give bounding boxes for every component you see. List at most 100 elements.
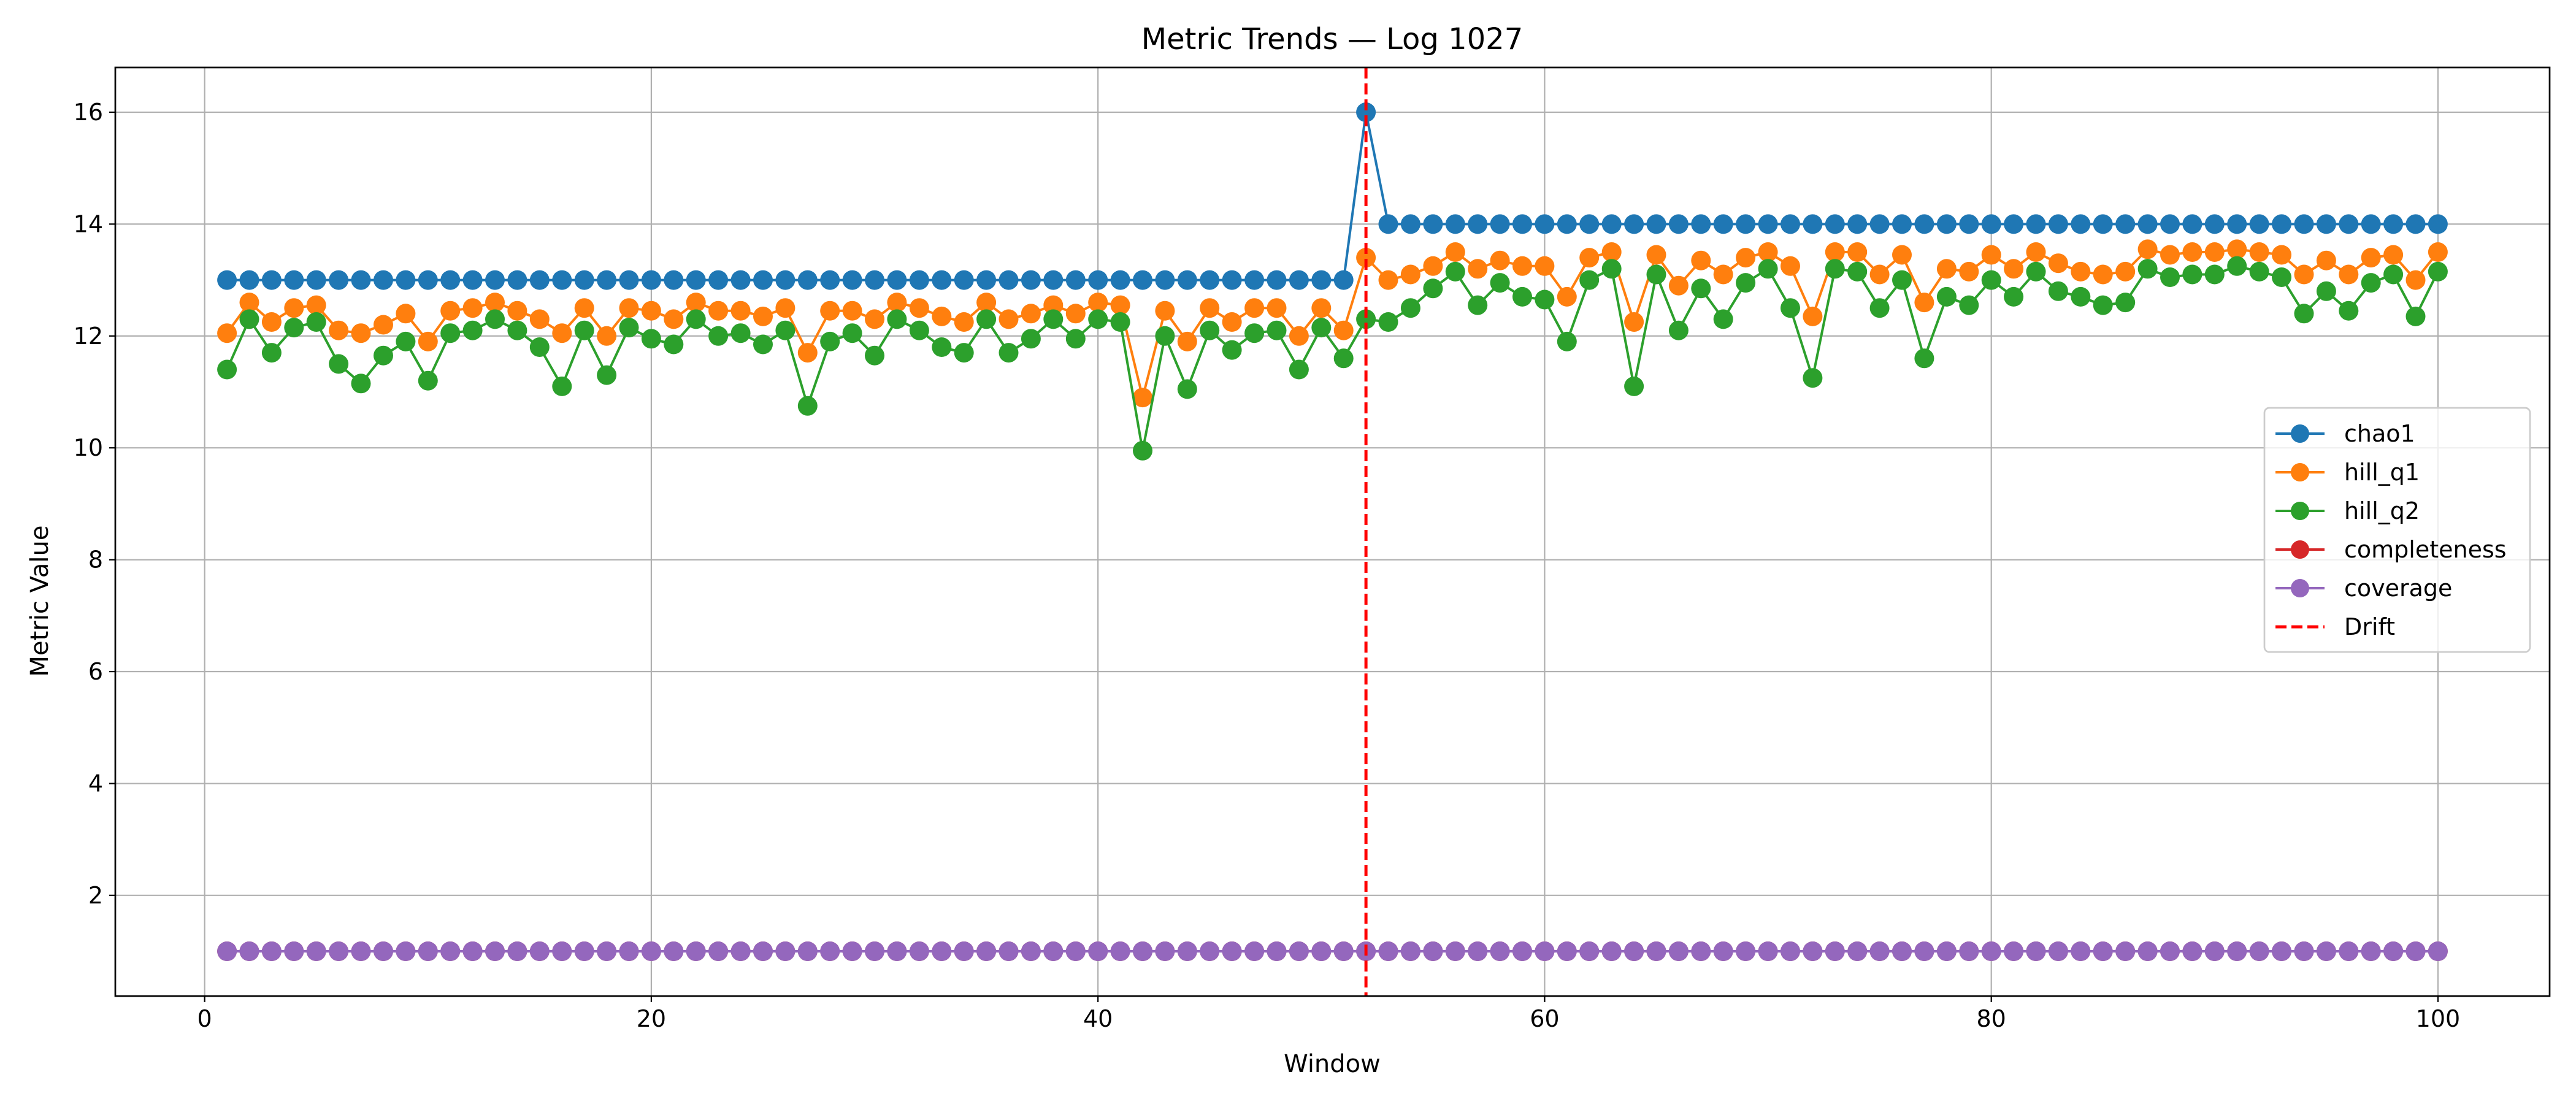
data-point-coverage	[284, 941, 304, 961]
data-point-hill_q2	[1557, 331, 1577, 351]
data-point-hill_q2	[1535, 289, 1555, 310]
data-point-hill_q2	[2182, 264, 2202, 285]
data-point-chao1	[2182, 214, 2202, 234]
data-point-chao1	[1959, 214, 1979, 234]
data-point-coverage	[1490, 941, 1510, 961]
legend-label: chao1	[2344, 420, 2415, 447]
data-point-hill_q1	[507, 301, 527, 321]
data-point-coverage	[1021, 941, 1041, 961]
data-point-coverage	[2204, 941, 2225, 961]
data-point-hill_q1	[2093, 264, 2113, 285]
data-point-hill_q2	[1065, 329, 1086, 349]
data-point-chao1	[2361, 214, 2381, 234]
data-point-hill_q2	[664, 334, 684, 355]
data-point-hill_q2	[909, 320, 929, 340]
data-point-chao1	[217, 270, 237, 290]
data-point-hill_q2	[1601, 259, 1622, 279]
data-point-coverage	[775, 941, 795, 961]
data-point-hill_q1	[2272, 245, 2291, 265]
legend-item: hill_q1	[2275, 459, 2420, 486]
data-point-chao1	[932, 270, 952, 290]
data-point-coverage	[1333, 941, 1354, 961]
data-point-chao1	[641, 270, 661, 290]
data-point-coverage	[1914, 941, 1934, 961]
data-point-chao1	[1892, 214, 1912, 234]
y-axis-label: Metric Value	[26, 526, 54, 677]
data-point-coverage	[753, 941, 773, 961]
data-point-hill_q2	[865, 345, 884, 366]
data-point-chao1	[529, 270, 550, 290]
y-tick-label: 10	[74, 434, 103, 461]
data-point-chao1	[2093, 214, 2113, 234]
data-point-coverage	[1468, 941, 1488, 961]
data-point-coverage	[351, 941, 371, 961]
data-point-chao1	[418, 270, 438, 290]
data-point-hill_q1	[641, 301, 661, 321]
data-point-hill_q1	[1713, 264, 1733, 285]
x-axis-label: Window	[1284, 1050, 1381, 1078]
series-chao1	[217, 102, 2448, 290]
data-point-hill_q2	[1758, 259, 1778, 279]
data-point-coverage	[462, 941, 483, 961]
data-point-hill_q1	[865, 309, 884, 329]
data-point-hill_q1	[1535, 256, 1555, 276]
data-point-chao1	[820, 270, 840, 290]
data-point-hill_q1	[1758, 242, 1778, 262]
data-point-hill_q1	[2294, 264, 2314, 285]
data-point-chao1	[1267, 270, 1287, 290]
data-point-hill_q2	[2316, 281, 2336, 301]
data-point-hill_q1	[797, 343, 818, 363]
data-point-chao1	[396, 270, 416, 290]
data-point-coverage	[306, 941, 326, 961]
x-tick-label: 60	[1530, 1005, 1559, 1032]
data-point-hill_q2	[529, 337, 550, 357]
data-point-hill_q2	[1959, 295, 1979, 315]
data-point-coverage	[1445, 941, 1465, 961]
data-point-chao1	[1691, 214, 1711, 234]
data-point-coverage	[2405, 941, 2426, 961]
data-point-coverage	[2026, 941, 2046, 961]
data-point-hill_q2	[1803, 368, 1823, 388]
data-point-hill_q2	[2071, 286, 2091, 307]
data-point-coverage	[217, 941, 237, 961]
data-point-chao1	[1490, 214, 1510, 234]
data-point-hill_q2	[1624, 376, 1644, 396]
legend-item: Drift	[2275, 613, 2395, 640]
y-tick-label: 8	[88, 546, 103, 573]
data-point-hill_q1	[820, 301, 840, 321]
data-point-chao1	[1914, 214, 1934, 234]
data-point-chao1	[1936, 214, 1957, 234]
data-point-coverage	[2160, 941, 2180, 961]
data-point-chao1	[1535, 214, 1555, 234]
data-point-hill_q1	[2227, 239, 2247, 259]
data-point-chao1	[329, 270, 349, 290]
data-point-hill_q2	[730, 323, 751, 343]
series-coverage	[217, 941, 2448, 961]
data-point-hill_q1	[1557, 286, 1577, 307]
data-point-hill_q1	[485, 293, 505, 313]
data-point-hill_q1	[1311, 298, 1332, 318]
data-point-hill_q2	[1713, 309, 1733, 329]
legend-swatch-marker	[2291, 463, 2309, 481]
data-point-hill_q2	[2004, 286, 2024, 307]
data-point-hill_q1	[1088, 293, 1108, 313]
data-point-coverage	[2227, 941, 2247, 961]
data-point-coverage	[485, 941, 505, 961]
data-point-coverage	[2383, 941, 2404, 961]
data-point-chao1	[2004, 214, 2024, 234]
data-point-hill_q1	[239, 293, 259, 313]
data-point-hill_q1	[842, 301, 862, 321]
data-point-coverage	[2428, 941, 2448, 961]
data-point-chao1	[909, 270, 929, 290]
data-point-chao1	[440, 270, 461, 290]
data-point-hill_q2	[396, 331, 416, 351]
data-point-hill_q2	[619, 318, 639, 338]
data-point-hill_q2	[999, 343, 1019, 363]
data-point-coverage	[1579, 941, 1600, 961]
data-point-chao1	[753, 270, 773, 290]
data-point-chao1	[1781, 214, 1800, 234]
data-point-coverage	[1781, 941, 1800, 961]
data-point-hill_q1	[932, 306, 952, 326]
data-point-chao1	[1981, 214, 2001, 234]
data-point-coverage	[1200, 941, 1220, 961]
